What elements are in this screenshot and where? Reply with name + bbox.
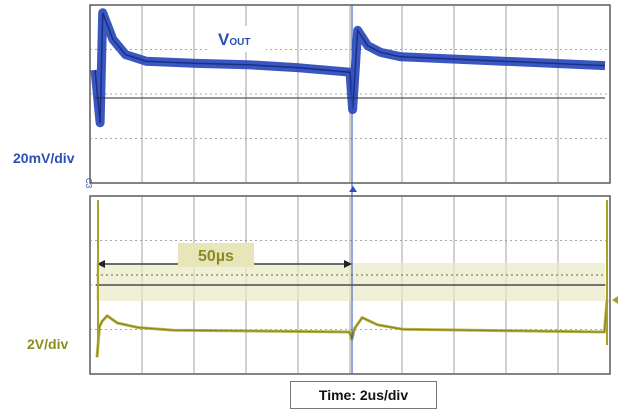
period-label-bg: [178, 243, 254, 267]
period-label: 50µs: [198, 248, 234, 265]
ch2-shaded-band: [96, 263, 605, 301]
switch-trace: [96, 299, 608, 358]
ch2-level-marker: [612, 296, 618, 304]
time-scale-label: Time: 2us/div: [290, 381, 437, 409]
ch1-grid: [90, 5, 610, 183]
vout-trace: [94, 12, 606, 123]
ch1-trigger-marker: [349, 186, 357, 192]
period-arrow-right: [344, 260, 352, 268]
ch1-scale-label: 20mV/div: [13, 150, 75, 166]
vout-label: VOUT: [218, 30, 250, 49]
ch2-panel: 50µs: [89, 195, 618, 375]
ch2-scale-label: 2V/div: [27, 336, 68, 352]
ch1-panel: VOUT: [89, 4, 611, 192]
period-arrow-left: [97, 260, 105, 268]
ch1-channel-marker: C3: [84, 178, 93, 189]
vout-label-bg: [210, 26, 266, 52]
